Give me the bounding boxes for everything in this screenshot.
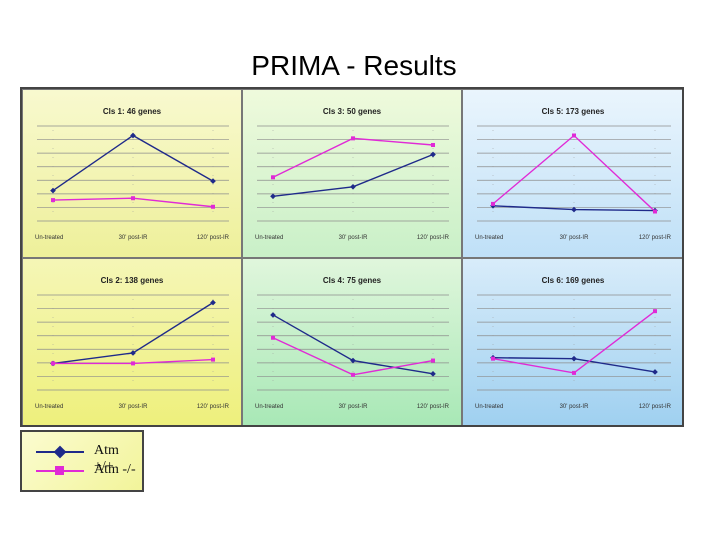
x-tick-label: 120' post-IR [639,404,672,410]
data-point [51,361,55,366]
x-tick-label: 120' post-IR [197,404,230,410]
data-point [572,133,576,138]
data-point [653,309,657,314]
chart-svg: Cls 1: 46 genes Un-treated 30' post-IR 120'… [23,90,241,257]
chart-svg: Cls 4: 75 genes Un-treated 30' post-IR 120'… [243,259,461,426]
data-point [351,372,355,377]
data-point [50,187,56,194]
chart-background [463,90,683,257]
x-tick-label: 30' post-IR [119,235,148,241]
data-point [652,369,658,375]
x-tick-label: Un-treated [475,235,503,241]
chart-title: Cls 6: 169 genes [542,276,605,285]
x-tick-label: 120' post-IR [197,235,230,241]
legend-label-atm-minus: Atm -/- [94,462,136,477]
legend-diamond-marker [53,445,67,459]
data-point [271,335,275,340]
chart-svg: Cls 5: 173 genes Un-treated 30' post-IR 120… [463,90,683,257]
data-point [350,183,356,190]
x-tick-label: 30' post-IR [339,235,368,241]
data-point [653,209,657,214]
x-tick-label: Un-treated [35,235,63,241]
data-point [211,357,215,362]
data-point [210,178,216,184]
x-tick-label: 120' post-IR [639,235,672,241]
data-point [351,136,355,141]
data-point [431,143,435,147]
data-point [571,355,577,362]
cluster-chart-4: Cls 4: 75 genes Un-treated 30' post-IR 120'… [242,258,462,427]
slide-title: PRIMA - Results [251,50,457,81]
legend-square-marker [55,466,64,475]
data-point [131,361,135,366]
x-tick-label: Un-treated [255,404,283,410]
data-point [51,198,55,203]
data-point [130,350,136,356]
chart-svg: Cls 2: 138 genes Un-treated 30' post-IR 120… [23,259,241,426]
x-tick-label: 30' post-IR [560,404,589,410]
chart-background [23,90,241,257]
data-point [211,204,215,209]
x-tick-label: Un-treated [255,235,283,241]
legend: Atm +/+ Atm -/- [20,430,144,492]
chart-title: Cls 3: 50 genes [323,107,382,116]
chart-title: Cls 5: 173 genes [542,107,605,116]
data-point [571,206,577,213]
chart-background [23,259,241,426]
cluster-chart-6: Cls 6: 169 genes Un-treated 30' post-IR 120… [462,258,684,427]
chart-title: Cls 2: 138 genes [101,276,164,285]
x-tick-label: 120' post-IR [417,235,450,241]
data-point [350,357,356,364]
x-tick-label: 30' post-IR [339,404,368,410]
data-point [572,370,576,375]
cluster-chart-3: Cls 3: 50 genes Un-treated 30' post-IR 120'… [242,89,462,258]
data-point [271,175,275,180]
data-point [491,201,495,206]
chart-title: Cls 4: 75 genes [323,276,382,285]
chart-background [463,259,683,426]
x-tick-label: 30' post-IR [119,404,148,410]
chart-svg: Cls 3: 50 genes Un-treated 30' post-IR 120'… [243,90,461,257]
chart-title: Cls 1: 46 genes [103,107,162,116]
cluster-chart-2: Cls 2: 138 genes Un-treated 30' post-IR 120… [22,258,242,427]
x-tick-label: 30' post-IR [560,235,589,241]
data-point [491,356,495,361]
x-tick-label: Un-treated [475,404,503,410]
chart-background [243,259,461,426]
data-point [431,358,435,363]
x-tick-label: Un-treated [35,404,63,410]
chart-svg: Cls 6: 169 genes Un-treated 30' post-IR 120… [463,259,683,426]
cluster-chart-1: Cls 1: 46 genes Un-treated 30' post-IR 120'… [22,89,242,258]
data-point [131,196,135,201]
x-tick-label: 120' post-IR [417,404,450,410]
cluster-chart-5: Cls 5: 173 genes Un-treated 30' post-IR 120… [462,89,684,258]
legend-label-atm-plus: Atm +/+ [94,443,119,474]
